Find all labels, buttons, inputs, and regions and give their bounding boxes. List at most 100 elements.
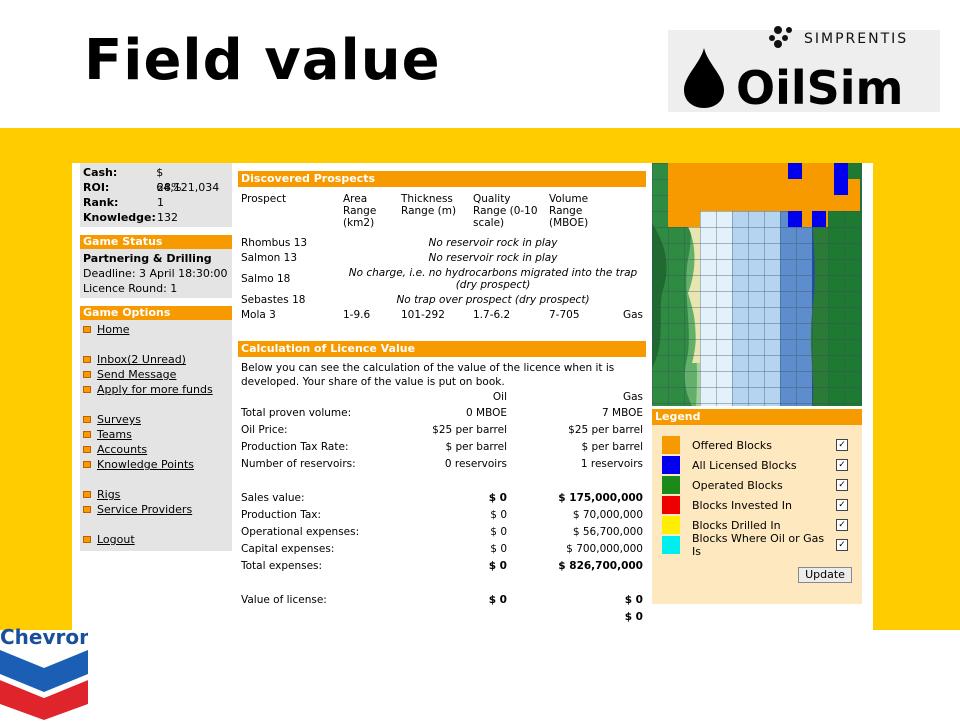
licence-header-row: Oil Gas (238, 391, 646, 407)
bullet-icon (83, 326, 91, 333)
legend-blocks-drilled-in: Blocks Drilled In ✓ (652, 515, 862, 535)
bullet-icon (83, 536, 91, 543)
table-row: Sebastes 18 No trap over prospect (dry pr… (241, 294, 590, 306)
bullet-icon (83, 356, 91, 363)
col-volume: Volume Range (MBOE) (549, 193, 589, 229)
menu-rigs-link[interactable]: Rigs (97, 488, 121, 501)
table-row: Operational expenses: $ 0 $ 56,700,000 (241, 526, 643, 538)
table-row: $ 0 (238, 611, 646, 628)
stat-knowledge: Knowledge: 132 (83, 211, 178, 224)
bullet-icon (83, 506, 91, 513)
prospects-table: Prospect Area Range (km2) Thickness Rang… (238, 193, 646, 321)
menu-teams-link[interactable]: Teams (97, 428, 132, 441)
legend-swatch (662, 456, 680, 474)
table-row: Total proven volume: 0 MBOE 7 MBOE (241, 407, 643, 419)
stat-roi: ROI: 28% (83, 181, 182, 194)
table-row: Capital expenses: $ 0 $ 700,000,000 (241, 543, 643, 555)
menu-accounts[interactable]: Accounts (83, 442, 229, 457)
licence-intro: Below you can see the calculation of the… (241, 362, 615, 388)
simprentis-mark-icon (769, 26, 792, 48)
legend-operated-blocks: Operated Blocks ✓ (652, 475, 862, 495)
blocks-drilled-in-checkbox[interactable]: ✓ (836, 519, 848, 531)
legend-panel: Legend Offered Blocks ✓ All Licensed Bloc… (652, 409, 862, 604)
licence-value-table: Oil Gas Total proven volume: 0 MBOE 7 MBOE… (238, 391, 646, 628)
menu-inbox[interactable]: Inbox(2 Unread) (83, 352, 229, 367)
menu-inbox-link[interactable]: Inbox(2 Unread) (97, 353, 186, 366)
menu-service-providers-link[interactable]: Service Providers (97, 503, 193, 516)
bullet-icon (83, 491, 91, 498)
menu-logout-link[interactable]: Logout (97, 533, 135, 546)
legend-swatch (662, 496, 680, 514)
legend-blocks-oil-gas: Blocks Where Oil or Gas Is ✓ (652, 532, 862, 558)
chevron-text: Chevron (0, 625, 88, 649)
menu-send-message-link[interactable]: Send Message (97, 368, 177, 381)
status-round: Licence Round: 1 (83, 282, 178, 295)
all-licensed-blocks-checkbox[interactable]: ✓ (836, 459, 848, 471)
game-options-menu: Home Inbox(2 Unread) Send Message Apply … (80, 320, 232, 551)
prospects-header-row: Prospect Area Range (km2) Thickness Rang… (238, 193, 646, 229)
legend-swatch (662, 516, 680, 534)
legend-swatch (662, 436, 680, 454)
table-row: Mola 3 1-9.6 101-292 1.7-6.2 7-705 Gas (241, 309, 643, 321)
bullet-icon (83, 461, 91, 468)
game-screenshot: Cash: $ 64,121,034 ROI: 28% Rank: 1 Knowled… (72, 163, 873, 630)
value-total: $ 0 (624, 611, 643, 623)
legend-offered-blocks: Offered Blocks ✓ (652, 435, 862, 455)
table-row: Rhombus 13 No reservoir rock in play (241, 237, 558, 249)
menu-logout[interactable]: Logout (83, 532, 229, 547)
menu-apply-funds[interactable]: Apply for more funds (83, 382, 229, 397)
table-row: Oil Price: $25 per barrel $25 per barrel (241, 424, 643, 436)
menu-send-message[interactable]: Send Message (83, 367, 229, 382)
menu-home[interactable]: Home (83, 322, 229, 337)
player-stats: Cash: $ 64,121,034 ROI: 28% Rank: 1 Knowled… (80, 163, 232, 227)
chevron-red-icon (0, 680, 88, 720)
update-button[interactable]: Update (798, 567, 852, 583)
menu-teams[interactable]: Teams (83, 427, 229, 442)
offered-blocks-checkbox[interactable]: ✓ (836, 439, 848, 451)
col-oil: Oil (492, 391, 507, 403)
menu-home-link[interactable]: Home (97, 323, 130, 336)
table-row: Salmon 13 No reservoir rock in play (241, 252, 558, 264)
table-row: Value of license: $ 0 $ 0 (241, 594, 643, 606)
oil-drop-icon (684, 48, 724, 108)
table-row: Production Tax Rate: $ per barrel $ per ba… (241, 441, 643, 453)
bullet-icon (83, 416, 91, 423)
col-thickness: Thickness Range (m) (401, 193, 457, 217)
legend-all-licensed-blocks: All Licensed Blocks ✓ (652, 455, 862, 475)
licence-map[interactable] (652, 163, 862, 406)
main-content: Discovered Prospects Prospect Area Range… (238, 171, 646, 628)
table-row: Number of reservoirs: 0 reservoirs 1 reser… (241, 458, 643, 470)
simprentis-text: SIMPRENTIS (804, 31, 908, 47)
col-prospect: Prospect (241, 193, 287, 205)
table-row: Total expenses: $ 0 $ 826,700,000 (241, 560, 643, 572)
menu-knowledge-points[interactable]: Knowledge Points (83, 457, 229, 472)
menu-service-providers[interactable]: Service Providers (83, 502, 229, 517)
menu-knowledge-points-link[interactable]: Knowledge Points (97, 458, 195, 471)
bullet-icon (83, 386, 91, 393)
stat-cash: Cash: $ 64,121,034 (83, 166, 220, 194)
discovered-prospects-header: Discovered Prospects (238, 171, 646, 187)
game-options-header: Game Options (80, 306, 232, 320)
bullet-icon (83, 371, 91, 378)
table-row: Production Tax: $ 0 $ 70,000,000 (241, 509, 643, 521)
oilsim-logo: SIMPRENTIS OilSim (668, 18, 940, 115)
menu-surveys[interactable]: Surveys (83, 412, 229, 427)
blocks-invested-in-checkbox[interactable]: ✓ (836, 499, 848, 511)
legend-swatch (662, 476, 680, 494)
game-status: Partnering & Drilling Deadline: 3 April … (80, 249, 232, 298)
slide-title: Field value (84, 28, 441, 93)
menu-accounts-link[interactable]: Accounts (97, 443, 148, 456)
menu-rigs[interactable]: Rigs (83, 487, 229, 502)
operated-blocks-checkbox[interactable]: ✓ (836, 479, 848, 491)
col-quality: Quality Range (0-10 scale) (473, 193, 538, 229)
stat-rank: Rank: 1 (83, 196, 164, 209)
menu-surveys-link[interactable]: Surveys (97, 413, 141, 426)
oilsim-text: OilSim (736, 61, 903, 112)
licence-value-header: Calculation of Licence Value (238, 341, 646, 357)
legend-swatch (662, 536, 680, 554)
status-phase: Partnering & Drilling (83, 252, 212, 265)
menu-apply-funds-link[interactable]: Apply for more funds (97, 383, 213, 396)
status-deadline: Deadline: 3 April 18:30:00 (83, 267, 228, 280)
blocks-oil-gas-checkbox[interactable]: ✓ (836, 539, 848, 551)
table-row: Salmo 18 No charge, i.e. no hydrocarbons … (241, 267, 638, 291)
